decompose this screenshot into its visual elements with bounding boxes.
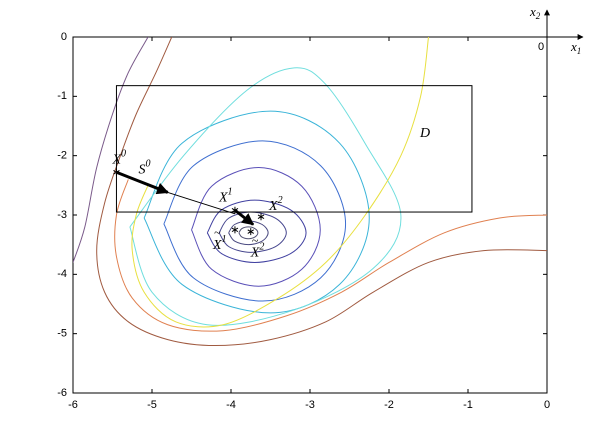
y-tick-label: -6 [57, 387, 67, 399]
point-label-text: X [212, 238, 222, 253]
icon-x-text: x [570, 39, 577, 54]
contour-line [206, 199, 307, 263]
point-label-sup: 2 [259, 242, 264, 253]
icon-x-sub: 1 [577, 46, 582, 56]
arrow-label-sup: 0 [145, 159, 150, 170]
contour-line [73, 37, 149, 263]
arrow [234, 209, 255, 226]
contour-line [191, 167, 321, 287]
contour-line [163, 140, 347, 302]
contour-line [114, 179, 547, 332]
x-tick-label: -3 [305, 399, 315, 411]
star-stroke [231, 227, 239, 233]
point-marker [231, 226, 239, 234]
point-label-sup: 2 [278, 195, 283, 206]
icon-y-sub: 2 [536, 11, 541, 21]
icon-origin: 0 [538, 41, 544, 53]
icon-y-text: x [529, 4, 536, 19]
y-tick-label: 0 [61, 31, 67, 43]
point-label-sup: 0 [121, 149, 126, 160]
star-stroke [231, 208, 239, 213]
point-label: X1 [212, 234, 227, 253]
point-label-accent: ~ [252, 233, 259, 247]
point-marker [231, 206, 239, 214]
point-marker [113, 168, 120, 176]
point-label: X0 [111, 149, 126, 168]
x-tick-label: -6 [68, 399, 78, 411]
contour-line [129, 67, 402, 326]
icon-y-label: x2 [529, 4, 541, 21]
point-label: X2 [250, 242, 265, 261]
contour-line [218, 211, 287, 253]
arrow [115, 170, 169, 195]
contour-line [238, 226, 259, 240]
icon-x-label: x1 [570, 39, 581, 56]
contour-line [131, 37, 429, 328]
y-tick-label: -3 [57, 209, 67, 221]
y-tick-label: -2 [57, 150, 67, 162]
region-d [115, 85, 473, 213]
point-label-sup: 1 [222, 234, 227, 245]
arrow [167, 191, 236, 215]
point-label-text: X [268, 199, 278, 214]
axes-icon: x2 x1 0 [529, 4, 584, 56]
point-marker [247, 228, 255, 236]
x-tick-label: -1 [463, 399, 473, 411]
point-label-sup: 1 [228, 187, 233, 198]
star-stroke [247, 229, 255, 234]
x-tick-label: -4 [226, 399, 236, 411]
y-tick-label: -4 [57, 268, 67, 280]
point-label: X1 [218, 187, 233, 206]
y-tick-label: -1 [57, 90, 67, 102]
arrow-label-text: S [138, 162, 145, 177]
plot-frame [72, 36, 548, 394]
x-tick-label: -2 [384, 399, 394, 411]
star-stroke [113, 170, 120, 175]
arrow-label: S0 [138, 159, 150, 178]
point-label-accent: ~ [214, 226, 221, 240]
region-label: D [419, 126, 430, 141]
point-label: X2 [268, 195, 283, 214]
point-label-text: X [111, 152, 121, 167]
point-marker [257, 213, 265, 221]
point-label-text: X [218, 190, 228, 205]
point-label-text: X [250, 246, 260, 261]
contour-line [96, 37, 547, 347]
x-tick-label: 0 [544, 399, 550, 411]
y-tick-label: -5 [57, 328, 67, 340]
contour-line [143, 110, 370, 314]
x-tick-label: -5 [147, 399, 157, 411]
star-stroke [257, 214, 265, 220]
contour-line [228, 220, 269, 246]
